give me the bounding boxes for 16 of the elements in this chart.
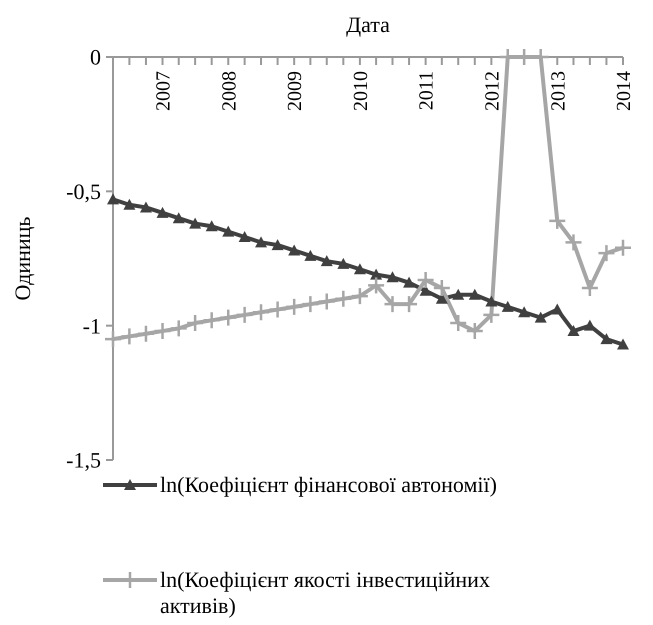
legend-label: ln(Коефіцієнт якості інвестиційних активів): [160, 567, 490, 618]
x-tick-label: 2011: [416, 71, 438, 110]
x-tick-label: 2014: [613, 71, 635, 111]
x-tick-label: 2010: [350, 71, 372, 111]
y-tick-label: 0: [90, 44, 101, 70]
y-tick-label: -0,5: [66, 179, 101, 204]
y-tick-label: -1,5: [66, 448, 101, 473]
legend-label: ln(Коефіцієнт фінансової автономії): [160, 472, 497, 497]
x-tick-label: 2013: [547, 71, 570, 111]
chart-title: Дата: [346, 12, 390, 37]
x-tick-label: 2009: [284, 71, 306, 111]
y-axis-title: Одиниць: [10, 216, 35, 300]
x-tick-label: 2007: [152, 71, 175, 111]
x-tick-label: 2008: [218, 71, 240, 111]
x-tick-label: 2012: [481, 71, 504, 111]
y-tick-label: -1: [82, 313, 101, 338]
